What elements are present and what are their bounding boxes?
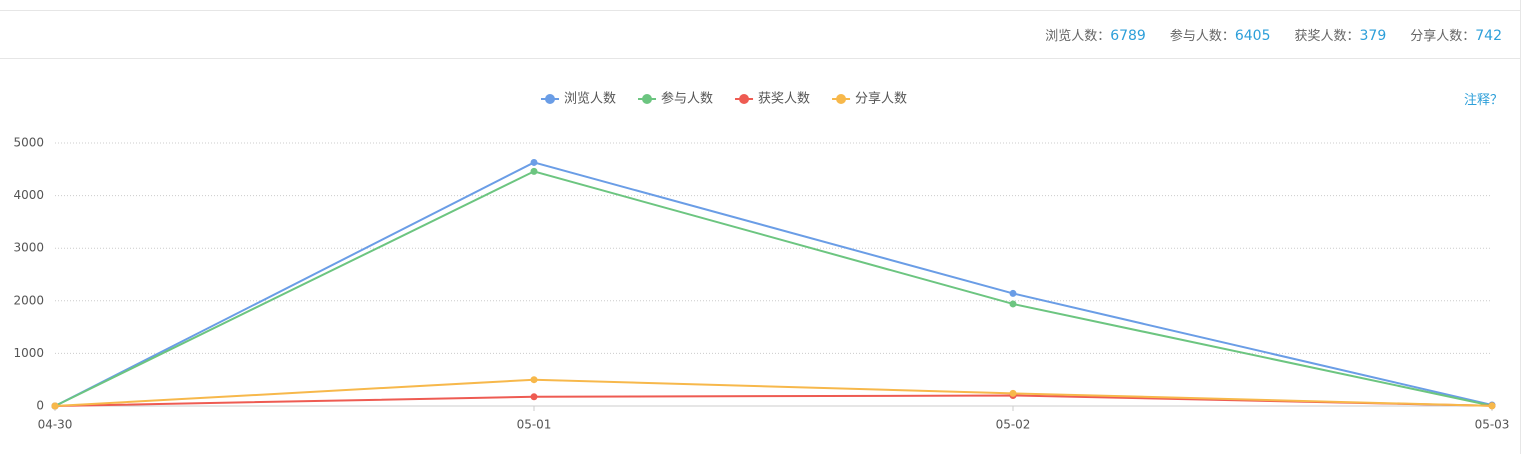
legend-item: 浏览人数 [541, 91, 616, 107]
stat: 参与人数：6405 [1170, 25, 1271, 44]
legend-item: 分享人数 [832, 91, 907, 107]
divider [1520, 0, 1521, 454]
y-tick-label: 0 [36, 399, 44, 413]
x-tick-label: 04-30 [38, 418, 73, 432]
y-tick-label: 2000 [13, 293, 44, 307]
stat-value: 6789 [1110, 28, 1146, 44]
y-tick-label: 1000 [13, 346, 44, 360]
y-tick-label: 3000 [13, 241, 44, 255]
point [530, 376, 538, 384]
x-tick-label: 05-03 [1475, 418, 1510, 432]
stat-label: 分享人数： [1410, 29, 1476, 44]
point [1009, 389, 1017, 397]
legend-dot [739, 94, 750, 104]
legend-label: 获奖人数 [758, 92, 810, 107]
stats-bar: 浏览人数：6789 参与人数：6405 获奖人数：379 分享人数：742 [0, 10, 1520, 59]
legend-label: 浏览人数 [564, 91, 616, 107]
series-line [54, 378, 1493, 407]
point [530, 393, 538, 401]
point [530, 167, 538, 175]
stat-value: 379 [1359, 28, 1387, 44]
stat: 浏览人数：6789 [1045, 25, 1146, 44]
stat: 分享人数：742 [1410, 25, 1502, 44]
legend-item: 获奖人数 [735, 92, 810, 107]
legend-label: 参与人数 [661, 91, 713, 107]
stat: 获奖人数：379 [1295, 25, 1387, 44]
point [1009, 289, 1017, 297]
point [1009, 300, 1017, 308]
point [1488, 402, 1496, 410]
legend-dot [545, 94, 555, 104]
stat-label: 浏览人数： [1045, 29, 1111, 44]
y-tick-label: 4000 [13, 188, 44, 202]
x-tick-label: 05-01 [517, 418, 552, 432]
stat-label: 参与人数： [1169, 29, 1235, 44]
stat-value: 742 [1475, 28, 1502, 44]
point [51, 402, 59, 410]
x-tick-label: 05-02 [996, 418, 1031, 432]
legend-item: 参与人数 [638, 91, 713, 107]
stat-value: 6405 [1234, 28, 1271, 44]
series-line [54, 161, 1493, 407]
stat-label: 获奖人数： [1294, 29, 1360, 44]
legend-dot [642, 94, 653, 104]
legend-label: 分享人数 [855, 91, 907, 107]
y-tick-label: 5000 [13, 136, 44, 150]
legend-dot [836, 94, 847, 104]
note-link[interactable]: 注释？ [1464, 93, 1504, 108]
series-line [54, 170, 1493, 407]
point [530, 158, 538, 166]
